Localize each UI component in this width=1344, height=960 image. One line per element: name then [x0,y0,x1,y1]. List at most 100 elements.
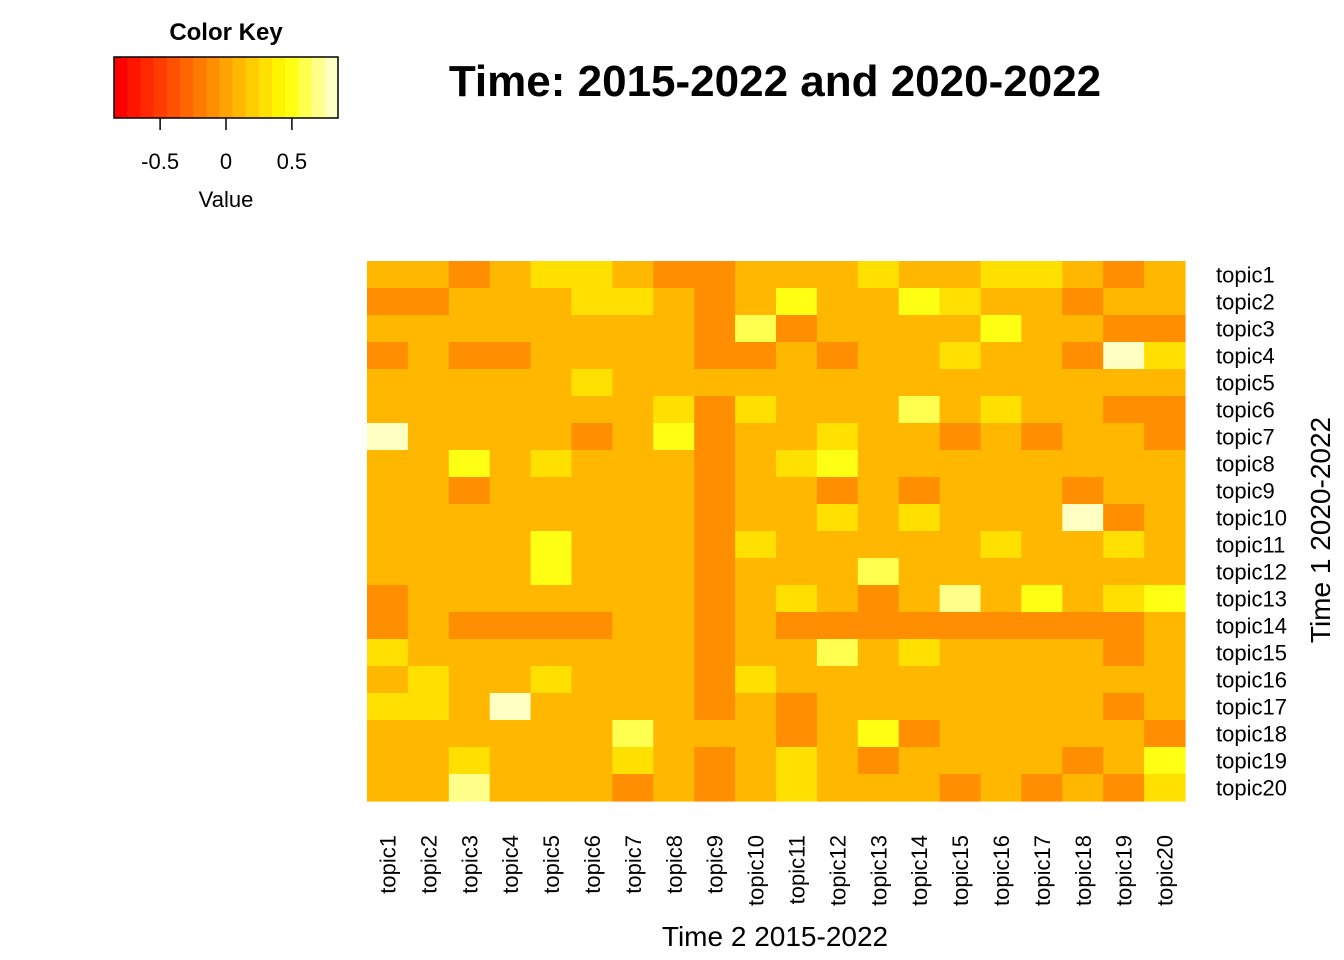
column-label: topic7 [621,835,646,894]
heatmap-cell [898,558,941,586]
row-label: topic3 [1216,317,1275,342]
heatmap-cell [1062,666,1104,694]
heatmap-cell [653,396,695,424]
heatmap-cell [530,396,573,424]
heatmap-cell [980,261,1022,289]
heatmap-cell [612,720,654,748]
heatmap-cell [530,639,573,667]
heatmap-cell [367,747,409,775]
heatmap-cell [816,369,859,397]
heatmap-cell [857,558,900,586]
row-label: topic6 [1216,398,1275,423]
heatmap-cell [448,315,491,343]
heatmap-cell [653,558,695,586]
heatmap-cell [1103,720,1145,748]
heatmap-cell [939,315,982,343]
heatmap-cell [489,261,532,289]
heatmap-cell [816,477,859,505]
heatmap-cell [939,585,982,613]
heatmap-cell [898,612,941,640]
heatmap-cell [448,504,491,532]
heatmap-cell [1144,747,1186,775]
heatmap-cell [571,288,613,316]
color-key-bin [285,57,300,118]
heatmap-cell [694,369,736,397]
heatmap-cell [489,639,532,667]
heatmap-cell [407,585,450,613]
heatmap-cell [367,774,409,802]
color-key-bin [206,57,221,118]
heatmap-cell [816,585,859,613]
heatmap-cell [1021,666,1063,694]
heatmap-cell [571,315,613,343]
column-label: topic4 [498,835,523,894]
heatmap-cell [735,639,777,667]
column-label: topic20 [1153,835,1178,906]
heatmap-cell [367,612,409,640]
heatmap-cell [898,720,941,748]
heatmap-cell [816,288,859,316]
heatmap-cell [530,612,573,640]
heatmap-cell [530,288,573,316]
heatmap-cell [407,639,450,667]
heatmap-cell [939,342,982,370]
heatmap-cell [816,315,859,343]
heatmap-cell [776,369,818,397]
heatmap-cell [448,450,491,478]
heatmap-cell [898,774,941,802]
heatmap-cell [735,774,777,802]
heatmap-cell [857,342,900,370]
heatmap-cell [980,558,1022,586]
heatmap-cell [816,612,859,640]
heatmap-cell [939,720,982,748]
heatmap-cell [1021,585,1063,613]
heatmap-cell [939,774,982,802]
heatmap-cell [1103,342,1145,370]
heatmap-cell [776,342,818,370]
heatmap-cell [612,342,654,370]
heatmap-cell [1021,639,1063,667]
heatmap-cell [448,585,491,613]
heatmap-cell [530,342,573,370]
heatmap-cell [1062,504,1104,532]
heatmap-cell [1062,342,1104,370]
heatmap-cell [857,693,900,721]
heatmap-cell [857,450,900,478]
heatmap-cell [448,747,491,775]
column-labels: topic1 topic2 topic3 topic4 topic5 topic6 topi… [375,835,1177,906]
heatmap-cell [489,720,532,748]
heatmap-cell [530,774,573,802]
heatmap-cell [448,693,491,721]
heatmap-cell [1103,558,1145,586]
heatmap-cell [735,585,777,613]
heatmap-cell [980,666,1022,694]
color-key-tick-label: -0.5 [141,149,179,174]
heatmap-cell [571,693,613,721]
heatmap-cell [530,558,573,586]
heatmap-cell [776,612,818,640]
heatmap-cell [1103,396,1145,424]
heatmap-cell [530,423,573,451]
heatmap-cell [816,531,859,559]
heatmap-cell [653,342,695,370]
heatmap-cell [653,450,695,478]
heatmap-cell [980,639,1022,667]
heatmap-cell [1103,639,1145,667]
row-label: topic20 [1216,776,1287,801]
heatmap-cell [1144,369,1186,397]
heatmap-cell [448,558,491,586]
row-label: topic15 [1216,641,1287,666]
column-label: topic3 [457,835,482,894]
heatmap-cell [857,774,900,802]
heatmap-cell [612,666,654,694]
heatmap-cell [735,288,777,316]
heatmap-cell [898,666,941,694]
heatmap-cell [653,504,695,532]
heatmap-cell [407,423,450,451]
column-label: topic10 [744,835,769,906]
heatmap-cell [980,450,1022,478]
heatmap-cell [1021,315,1063,343]
color-key-bin [153,57,168,118]
heatmap-cell [980,531,1022,559]
heatmap-cell [735,666,777,694]
